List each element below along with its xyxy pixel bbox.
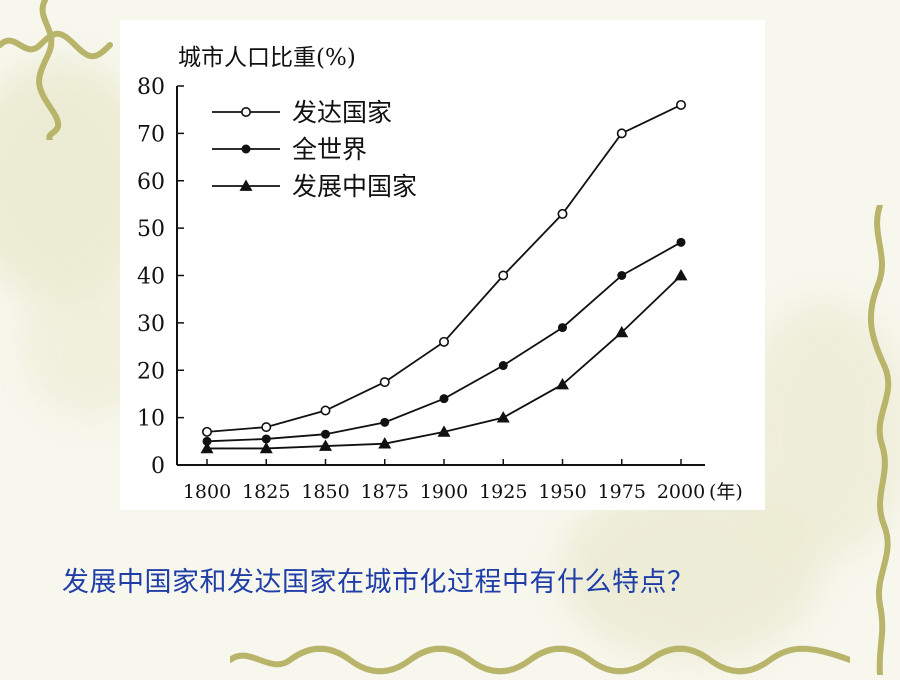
data-point: [321, 429, 330, 439]
series-line: [206, 104, 682, 433]
data-point: [674, 269, 688, 281]
series-line: [207, 274, 682, 450]
data-point: [261, 434, 271, 444]
y-tick-label: 80: [137, 75, 165, 100]
data-point: [320, 405, 331, 416]
urbanization-line-chart: 城市人口比重(%) 0 10 20 30 40 50 60 70 80 1800 1825 1850 1…: [137, 45, 743, 503]
data-point: [202, 426, 213, 437]
chart-panel: 城市人口比重(%) 0 10 20 30 40 50 60 70 80 1800 1825 1850 1…: [120, 20, 765, 510]
y-tick-label: 60: [137, 170, 165, 195]
legend-marker: [241, 107, 252, 118]
legend-marker: [241, 144, 251, 154]
data-point: [496, 411, 510, 423]
data-point: [616, 128, 627, 139]
x-tick-label: 1900: [420, 481, 468, 503]
x-tick-label: 1975: [598, 481, 646, 503]
x-tick-label: 1925: [479, 481, 527, 503]
legend-label: 发展中国家: [292, 172, 417, 201]
legend-label: 发达国家: [292, 98, 392, 127]
data-point: [675, 99, 686, 110]
data-point: [200, 441, 214, 454]
x-tick-label: 1850: [301, 481, 349, 503]
data-point: [319, 439, 332, 451]
x-tick-label: 2000: [657, 481, 705, 503]
y-tick-label: 40: [137, 265, 165, 290]
y-tick-label: 10: [137, 407, 165, 432]
data-point: [558, 323, 567, 333]
chart-axes: 0 10 20 30 40 50 60 70 80 1800 1825 1850 1875 1900 192…: [137, 75, 743, 503]
data-point: [498, 361, 508, 371]
vine-decoration-bottom: [230, 645, 850, 675]
y-tick-label: 70: [137, 122, 165, 147]
y-tick-label: 20: [137, 359, 165, 384]
data-point: [615, 325, 629, 338]
vine-decoration-right: [867, 205, 892, 675]
y-tick-label: 30: [137, 312, 165, 337]
x-tick-label: 1825: [242, 481, 290, 503]
data-point: [439, 394, 449, 404]
data-point: [498, 270, 509, 281]
legend-label: 全世界: [292, 135, 367, 164]
question-text: 发展中国家和发达国家在城市化过程中有什么特点？: [62, 567, 695, 598]
data-point: [380, 417, 390, 427]
data-point: [676, 237, 686, 247]
data-point: [438, 336, 449, 347]
y-tick-label: 0: [151, 454, 165, 479]
x-tick-label: 1875: [361, 481, 409, 503]
x-axis-unit-label: (年): [709, 481, 743, 503]
data-point: [437, 425, 451, 437]
chart-markers: [200, 99, 688, 454]
y-tick-label: 50: [137, 217, 165, 242]
data-point: [378, 437, 392, 449]
data-point: [261, 422, 272, 433]
vine-decoration-left: [0, 0, 113, 140]
data-point: [556, 377, 569, 390]
data-point: [557, 208, 568, 219]
data-point: [379, 377, 390, 388]
x-tick-label: 1800: [183, 481, 231, 503]
legend-marker: [239, 179, 253, 191]
x-tick-label: 1950: [538, 481, 586, 503]
data-point: [202, 436, 212, 446]
data-point: [259, 441, 273, 454]
data-point: [617, 271, 627, 280]
chart-title: 城市人口比重(%): [178, 45, 356, 71]
